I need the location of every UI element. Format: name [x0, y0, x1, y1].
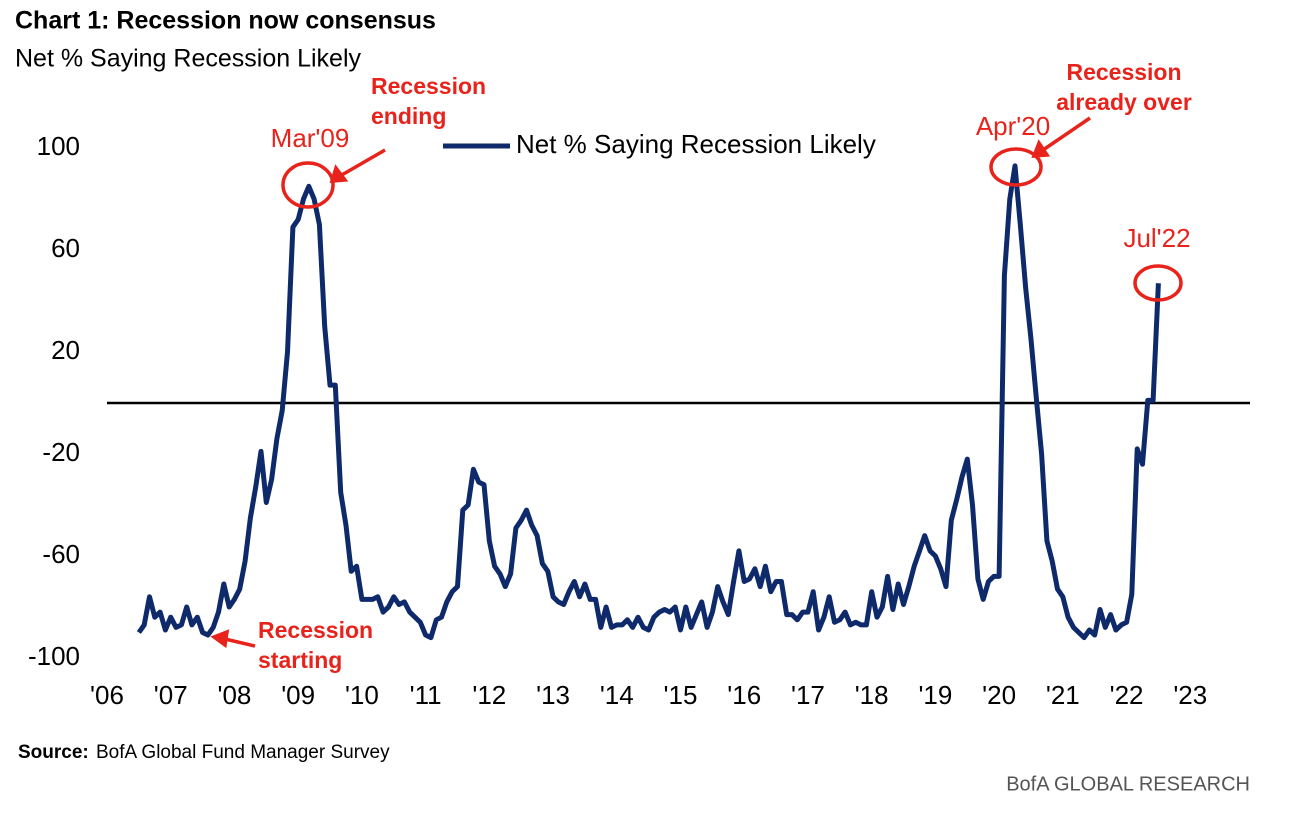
- y-tick-label: -100: [28, 641, 80, 671]
- x-tick-label: '09: [281, 680, 315, 710]
- x-tick-label: '07: [154, 680, 188, 710]
- y-tick-label: -60: [42, 539, 80, 569]
- annotation: Jul'22: [1123, 223, 1190, 253]
- highlight-circle: [989, 147, 1043, 187]
- annotation: Recession: [1066, 59, 1181, 85]
- annotation: Recession: [258, 617, 373, 643]
- annotation-arrows: [210, 116, 1091, 649]
- highlight-circle: [1133, 264, 1183, 302]
- x-tick-label: '11: [410, 680, 442, 710]
- annotation: Recession: [371, 73, 486, 99]
- annotation: starting: [258, 647, 342, 673]
- arrow: [1042, 116, 1091, 152]
- series-line: [136, 163, 1161, 641]
- x-tick-label: '15: [664, 680, 698, 710]
- x-tick-label: '20: [982, 680, 1016, 710]
- arrow-head: [1031, 139, 1051, 158]
- x-tick-label: '18: [855, 680, 889, 710]
- annotation: Mar'09: [271, 123, 350, 153]
- highlight-circle: [281, 161, 335, 209]
- arrow: [224, 637, 256, 648]
- arrow: [339, 148, 386, 178]
- chart-subtitle: Net % Saying Recession Likely: [15, 45, 361, 73]
- source-label: Source:: [18, 742, 89, 763]
- x-tick-label: '23: [1173, 680, 1207, 710]
- x-tick-label: '19: [918, 680, 952, 710]
- x-tick-label: '06: [90, 680, 124, 710]
- y-tick-label: 20: [51, 335, 80, 365]
- legend-label: Net % Saying Recession Likely: [516, 129, 876, 159]
- source: BofA Global Fund Manager Survey: [96, 742, 390, 763]
- footer: BofA GLOBAL RESEARCH: [1006, 773, 1250, 795]
- x-tick-label: '17: [791, 680, 825, 710]
- x-tick-label: '16: [727, 680, 761, 710]
- y-tick-label: -20: [42, 437, 80, 467]
- y-tick-label: 100: [37, 131, 80, 161]
- x-tick-label: '13: [536, 680, 570, 710]
- arrow-head: [329, 164, 349, 183]
- arrow-head: [210, 629, 230, 649]
- chart-title: Chart 1: Recession now consensus: [15, 7, 436, 35]
- annotation: ending: [371, 103, 446, 129]
- annotation: Apr'20: [976, 111, 1050, 141]
- x-tick-label: '21: [1046, 680, 1080, 710]
- x-tick-label: '10: [345, 680, 379, 710]
- annotation: already over: [1056, 89, 1192, 115]
- x-tick-label: '08: [217, 680, 251, 710]
- x-tick-label: '12: [472, 680, 506, 710]
- y-tick-label: 60: [51, 233, 80, 263]
- x-tick-label: '22: [1110, 680, 1144, 710]
- x-tick-label: '14: [600, 680, 634, 710]
